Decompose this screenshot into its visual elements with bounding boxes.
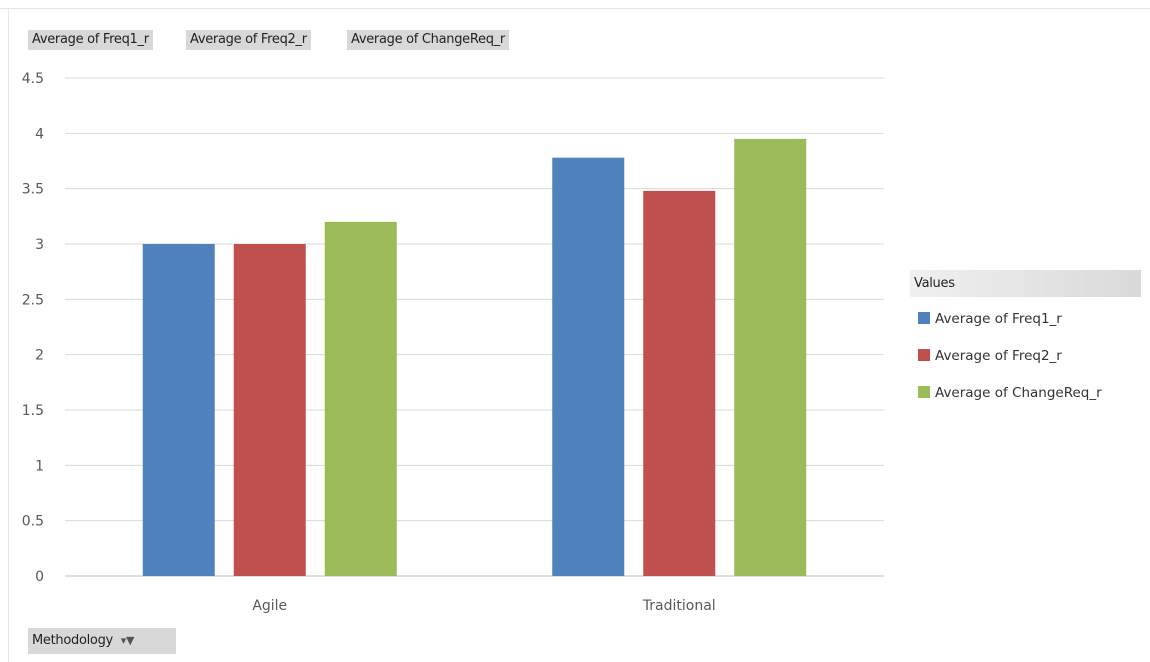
y-tick-label: 0.5	[22, 514, 44, 530]
legend-label: Average of Freq1_r	[935, 311, 1062, 327]
y-tick-label: 2	[35, 348, 44, 364]
y-tick-label: 4	[35, 126, 44, 142]
y-tick-label: 3.5	[22, 182, 44, 198]
chart-frame-top	[0, 8, 1150, 9]
bar	[552, 157, 625, 576]
legend-label: Average of ChangeReq_r	[935, 385, 1102, 401]
value-field-button-freq2[interactable]: Average of Freq2_r	[186, 30, 312, 50]
y-tick-label: 3	[35, 237, 44, 253]
bar	[734, 138, 807, 576]
y-tick-label: 2.5	[22, 292, 44, 308]
legend-label: Average of Freq2_r	[935, 348, 1062, 364]
legend-item: Average of ChangeReq_r	[918, 383, 1102, 403]
value-field-button-changereq[interactable]: Average of ChangeReq_r	[347, 30, 510, 50]
y-tick-label: 1	[35, 458, 44, 474]
bar	[324, 221, 397, 576]
legend-swatch	[918, 386, 930, 398]
y-tick-label: 0	[35, 569, 44, 585]
legend-item: Average of Freq1_r	[918, 309, 1062, 329]
x-category-label: Agile	[252, 598, 287, 614]
bar	[643, 190, 716, 576]
bar	[233, 244, 306, 576]
methodology-filter-button[interactable]: Methodology ▾▼	[28, 628, 176, 654]
legend-item: Average of Freq2_r	[918, 346, 1062, 366]
axis-field-label: Methodology	[32, 633, 113, 648]
legend-swatch	[918, 312, 930, 324]
legend-title: Values	[910, 270, 1141, 297]
y-tick-label: 4.5	[22, 71, 44, 87]
filter-dropdown-icon[interactable]: ▾▼	[120, 634, 135, 647]
value-field-button-freq1[interactable]: Average of Freq1_r	[28, 30, 154, 50]
x-category-label: Traditional	[642, 598, 716, 614]
bar	[142, 244, 215, 576]
chart-frame-left	[8, 8, 9, 662]
legend-swatch	[918, 349, 930, 361]
y-tick-label: 1.5	[22, 403, 44, 419]
